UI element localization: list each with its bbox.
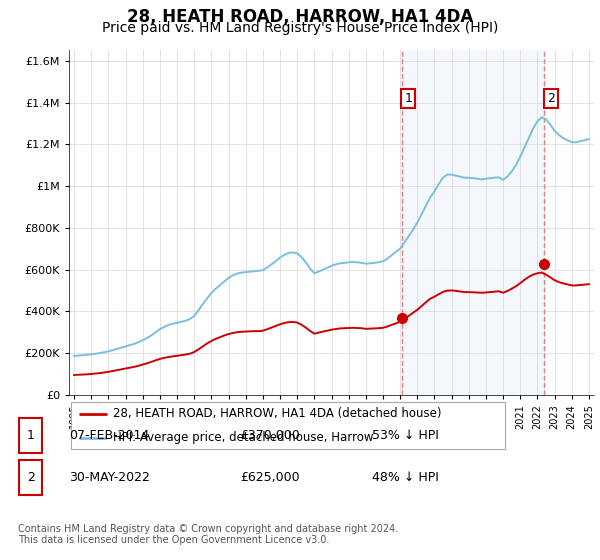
Text: Price paid vs. HM Land Registry's House Price Index (HPI): Price paid vs. HM Land Registry's House … (102, 21, 498, 35)
Text: 53% ↓ HPI: 53% ↓ HPI (372, 429, 439, 442)
Text: 1: 1 (404, 92, 412, 105)
Text: £625,000: £625,000 (240, 471, 299, 484)
Bar (402, 50, 544, 395)
Text: 07-FEB-2014: 07-FEB-2014 (69, 429, 149, 442)
FancyBboxPatch shape (19, 418, 42, 453)
Text: £370,000: £370,000 (240, 429, 300, 442)
Text: 48% ↓ HPI: 48% ↓ HPI (372, 471, 439, 484)
Text: 1: 1 (26, 429, 35, 442)
Text: 28, HEATH ROAD, HARROW, HA1 4DA: 28, HEATH ROAD, HARROW, HA1 4DA (127, 8, 473, 26)
FancyBboxPatch shape (19, 460, 42, 495)
Text: 2: 2 (547, 92, 554, 105)
Text: HPI: Average price, detached house, Harrow: HPI: Average price, detached house, Harr… (113, 431, 373, 444)
FancyBboxPatch shape (71, 403, 505, 449)
Text: 28, HEATH ROAD, HARROW, HA1 4DA (detached house): 28, HEATH ROAD, HARROW, HA1 4DA (detache… (113, 407, 442, 420)
Text: Contains HM Land Registry data © Crown copyright and database right 2024.
This d: Contains HM Land Registry data © Crown c… (18, 524, 398, 545)
Text: 2: 2 (26, 471, 35, 484)
Text: 30-MAY-2022: 30-MAY-2022 (69, 471, 150, 484)
